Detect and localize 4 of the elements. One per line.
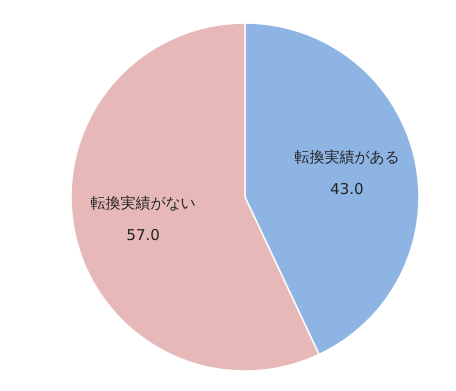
data-label: 43.0	[330, 180, 364, 198]
slice-label: 転換実績がある	[294, 148, 400, 166]
slice-label: 転換実績がない	[90, 194, 196, 212]
data-label: 57.0	[126, 226, 160, 244]
